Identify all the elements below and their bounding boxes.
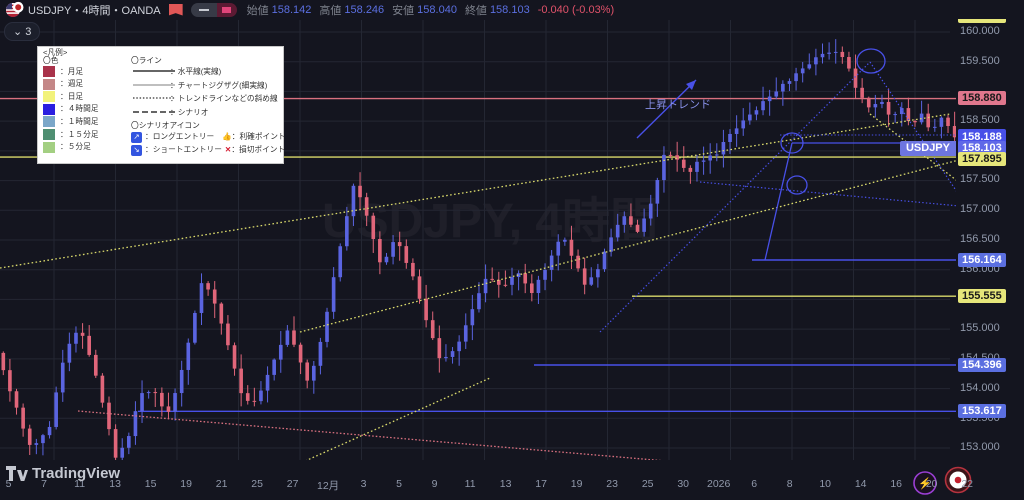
svg-text:上昇トレンド: 上昇トレンド [645, 98, 711, 111]
